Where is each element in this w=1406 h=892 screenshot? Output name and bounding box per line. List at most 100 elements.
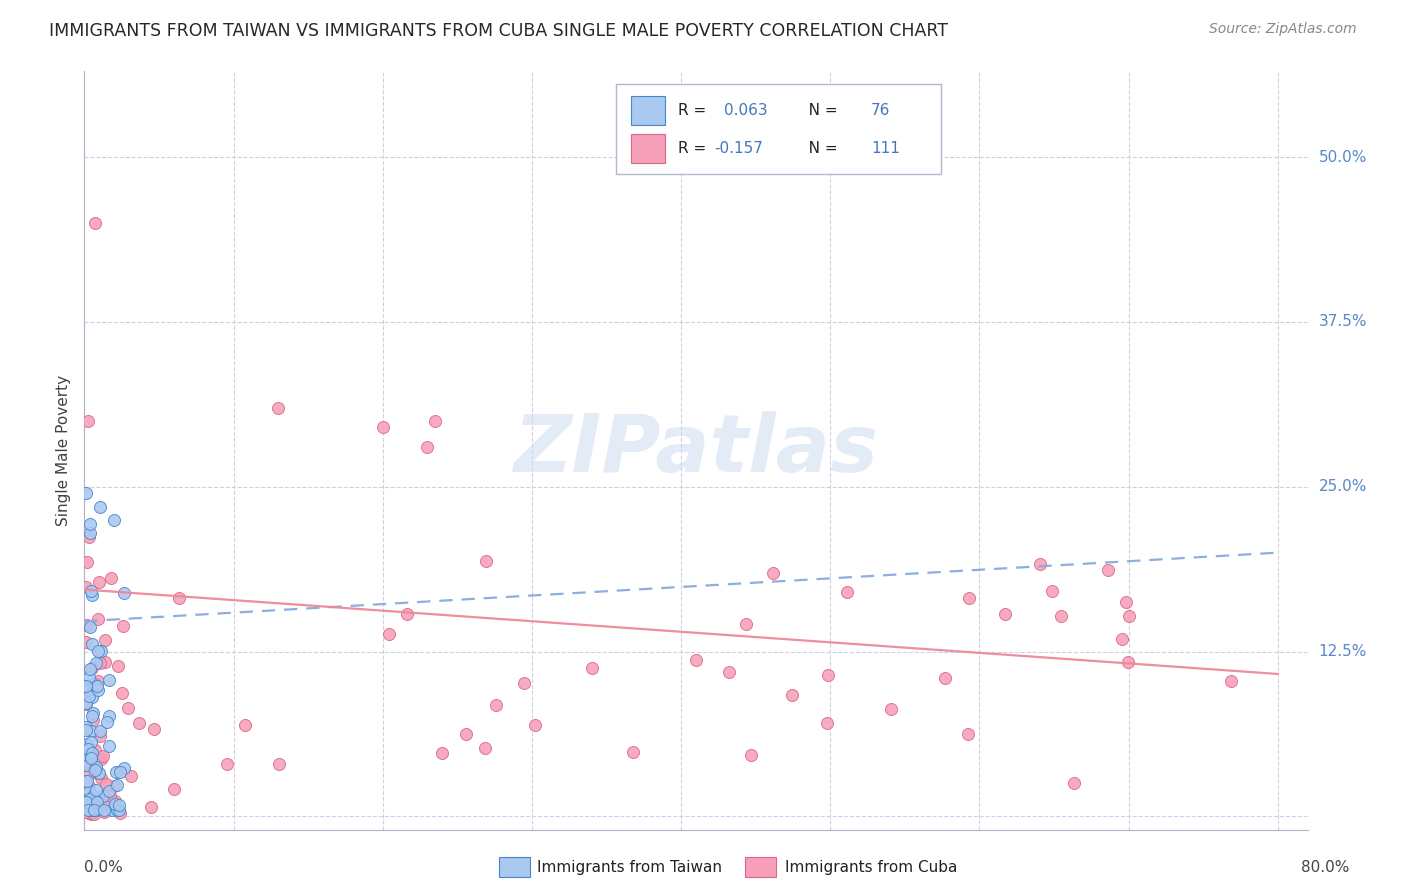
Point <box>75 580 97 594</box>
Text: R =: R = <box>678 141 711 156</box>
Point <box>112 586 135 600</box>
Point <box>79 724 101 739</box>
Point <box>75 486 97 500</box>
Point <box>93 633 115 648</box>
Point <box>75 758 97 772</box>
Point <box>77 670 100 684</box>
Point <box>76 737 98 751</box>
Point <box>104 765 127 780</box>
Point <box>104 797 127 811</box>
Point <box>83 803 105 817</box>
Text: 76: 76 <box>870 103 890 119</box>
Point <box>485 698 508 713</box>
Point <box>879 701 901 715</box>
Point <box>77 798 100 813</box>
Point <box>75 745 97 759</box>
Point <box>79 779 101 793</box>
Point <box>108 765 131 780</box>
Text: 0.063: 0.063 <box>724 103 768 119</box>
Point <box>80 749 103 764</box>
Point <box>1050 608 1073 623</box>
Point <box>90 644 112 658</box>
Text: N =: N = <box>794 141 842 156</box>
Point <box>96 794 118 808</box>
Point <box>86 795 108 809</box>
Point <box>87 674 110 689</box>
Point <box>86 683 108 698</box>
Point <box>76 773 98 788</box>
Point <box>101 803 124 817</box>
Point <box>76 801 98 815</box>
Point <box>110 805 132 820</box>
Point <box>815 715 838 730</box>
Point <box>80 735 103 749</box>
Point <box>80 750 103 764</box>
Point <box>75 721 97 735</box>
Text: 12.5%: 12.5% <box>1319 644 1367 659</box>
Point <box>80 746 103 760</box>
Point <box>90 772 112 786</box>
Point <box>82 801 104 815</box>
Point <box>1063 776 1085 790</box>
Point <box>581 661 603 675</box>
Point <box>75 795 97 809</box>
Point <box>93 803 115 817</box>
Point <box>75 679 97 693</box>
Point <box>82 746 104 760</box>
Point <box>718 665 741 679</box>
Point <box>75 635 97 649</box>
Point <box>80 798 103 813</box>
Text: Immigrants from Taiwan: Immigrants from Taiwan <box>537 860 723 874</box>
Point <box>84 760 107 774</box>
Point <box>87 644 110 658</box>
Point <box>128 715 150 730</box>
Point <box>77 767 100 781</box>
Text: ZIPatlas: ZIPatlas <box>513 411 879 490</box>
Point <box>89 500 111 514</box>
Point <box>80 584 103 599</box>
Point <box>994 607 1017 622</box>
Point <box>817 667 839 681</box>
Point <box>75 774 97 789</box>
Text: 37.5%: 37.5% <box>1319 314 1367 329</box>
Point <box>89 724 111 739</box>
Point <box>84 796 107 810</box>
Point <box>80 588 103 602</box>
Point <box>141 800 163 814</box>
Point <box>685 653 707 667</box>
Point <box>87 765 110 780</box>
Point <box>474 740 496 755</box>
Point <box>735 617 758 632</box>
Point <box>80 806 103 821</box>
Point <box>475 554 498 568</box>
Point <box>91 749 114 764</box>
Point <box>90 752 112 766</box>
Point <box>87 612 110 626</box>
Point <box>523 717 546 731</box>
Text: 0.0%: 0.0% <box>84 860 124 875</box>
Point <box>120 769 142 783</box>
Point <box>163 782 186 797</box>
Point <box>80 661 103 675</box>
Point <box>235 718 257 732</box>
Text: Source: ZipAtlas.com: Source: ZipAtlas.com <box>1209 22 1357 37</box>
Point <box>84 794 107 808</box>
Bar <box>631 135 665 163</box>
Point <box>108 803 131 817</box>
Point <box>76 681 98 696</box>
Point <box>98 784 121 798</box>
Point <box>77 683 100 698</box>
Point <box>82 713 104 727</box>
Point <box>80 637 103 651</box>
Bar <box>631 96 665 125</box>
Text: 80.0%: 80.0% <box>1301 860 1350 875</box>
Point <box>432 746 454 760</box>
Point <box>957 591 980 606</box>
Point <box>89 729 111 743</box>
Point <box>80 803 103 817</box>
Point <box>83 216 105 230</box>
Point <box>89 656 111 670</box>
Point <box>77 797 100 811</box>
Point <box>79 795 101 809</box>
Text: IMMIGRANTS FROM TAIWAN VS IMMIGRANTS FROM CUBA SINGLE MALE POVERTY CORRELATION C: IMMIGRANTS FROM TAIWAN VS IMMIGRANTS FRO… <box>49 22 948 40</box>
